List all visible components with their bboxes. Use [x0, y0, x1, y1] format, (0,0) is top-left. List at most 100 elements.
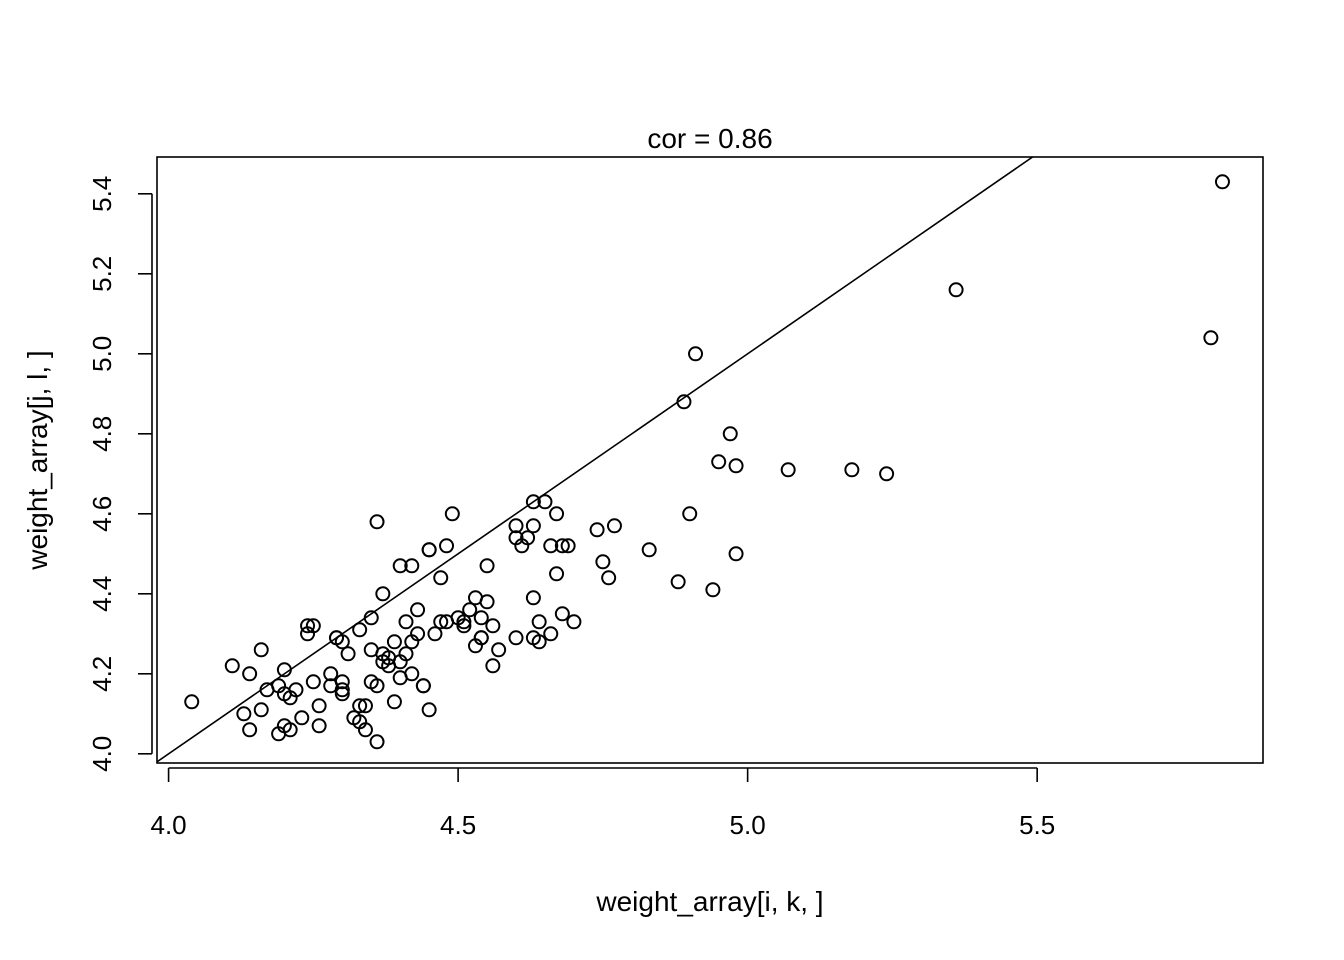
data-point — [520, 530, 536, 546]
data-point — [421, 702, 437, 718]
y-tick-label: 5.0 — [87, 336, 117, 372]
data-point — [242, 666, 258, 682]
y-tick-label: 4.2 — [87, 656, 117, 692]
x-tick-label: 5.5 — [1019, 810, 1055, 840]
data-point — [398, 614, 414, 630]
data-point — [560, 538, 576, 554]
data-point — [601, 570, 617, 586]
data-point — [1214, 174, 1230, 190]
data-point — [566, 614, 582, 630]
data-point — [439, 538, 455, 554]
data-point — [398, 646, 414, 662]
data-point — [879, 466, 895, 482]
y-tick-label: 5.2 — [87, 256, 117, 292]
data-point — [363, 610, 379, 626]
reference-line-group — [157, 157, 1034, 763]
data-point — [392, 558, 408, 574]
data-point — [433, 570, 449, 586]
data-points — [184, 174, 1230, 750]
data-point — [415, 678, 431, 694]
data-point — [676, 394, 692, 410]
x-axis: 4.0 4.5 5.0 5.5 — [151, 767, 1055, 840]
data-point — [948, 282, 964, 298]
data-point — [253, 702, 269, 718]
data-point — [253, 642, 269, 658]
data-point — [479, 594, 495, 610]
y-tick-label: 4.0 — [87, 736, 117, 772]
data-point — [433, 614, 449, 630]
data-point — [844, 462, 860, 478]
data-point — [549, 506, 565, 522]
y-tick-label: 5.4 — [87, 176, 117, 212]
data-point — [300, 618, 316, 634]
x-axis-title: weight_array[i, k, ] — [595, 886, 823, 917]
data-point — [305, 674, 321, 690]
data-point — [369, 514, 385, 530]
data-point — [1203, 330, 1219, 346]
data-point — [485, 658, 501, 674]
data-point — [288, 682, 304, 698]
data-point — [340, 646, 356, 662]
y-tick-label: 4.4 — [87, 576, 117, 612]
data-point — [357, 698, 373, 714]
data-point — [543, 626, 559, 642]
data-point — [421, 542, 437, 558]
data-point — [462, 602, 478, 618]
data-point — [334, 682, 350, 698]
data-point — [357, 722, 373, 738]
data-point — [334, 634, 350, 650]
data-point — [276, 662, 292, 678]
data-point — [184, 694, 200, 710]
data-point — [531, 614, 547, 630]
data-point — [410, 602, 426, 618]
data-point — [728, 546, 744, 562]
data-point — [410, 626, 426, 642]
data-point — [705, 582, 721, 598]
data-point — [334, 674, 350, 690]
y-axis: 4.0 4.2 4.4 4.6 4.8 5.0 5.2 5.4 — [87, 176, 153, 772]
data-point — [404, 558, 420, 574]
data-point — [543, 538, 559, 554]
data-point — [549, 566, 565, 582]
y-tick-label: 4.8 — [87, 416, 117, 452]
data-point — [456, 618, 472, 634]
reference-line — [157, 157, 1034, 763]
data-point — [589, 522, 605, 538]
data-point — [606, 518, 622, 534]
data-point — [479, 558, 495, 574]
data-point — [444, 506, 460, 522]
data-point — [531, 634, 547, 650]
data-point — [352, 622, 368, 638]
x-tick-label: 4.0 — [151, 810, 187, 840]
data-point — [224, 658, 240, 674]
data-point — [375, 586, 391, 602]
data-point — [537, 494, 553, 510]
data-point — [641, 542, 657, 558]
data-point — [682, 506, 698, 522]
data-point — [491, 642, 507, 658]
data-point — [386, 634, 402, 650]
data-point — [554, 606, 570, 622]
data-point — [595, 554, 611, 570]
data-point — [722, 426, 738, 442]
data-point — [525, 494, 541, 510]
data-point — [404, 666, 420, 682]
data-point — [369, 678, 385, 694]
x-tick-label: 5.0 — [730, 810, 766, 840]
y-tick-label: 4.6 — [87, 496, 117, 532]
data-point — [305, 618, 321, 634]
data-point — [369, 734, 385, 750]
data-point — [688, 346, 704, 362]
plot-frame — [156, 156, 1264, 764]
data-point — [352, 698, 368, 714]
data-point — [508, 630, 524, 646]
data-point — [728, 458, 744, 474]
data-point — [711, 454, 727, 470]
data-point — [282, 722, 298, 738]
data-point — [525, 590, 541, 606]
data-point — [525, 518, 541, 534]
y-axis-title: weight_array[j, l, ] — [22, 350, 53, 570]
data-point — [242, 722, 258, 738]
data-point — [780, 462, 796, 478]
